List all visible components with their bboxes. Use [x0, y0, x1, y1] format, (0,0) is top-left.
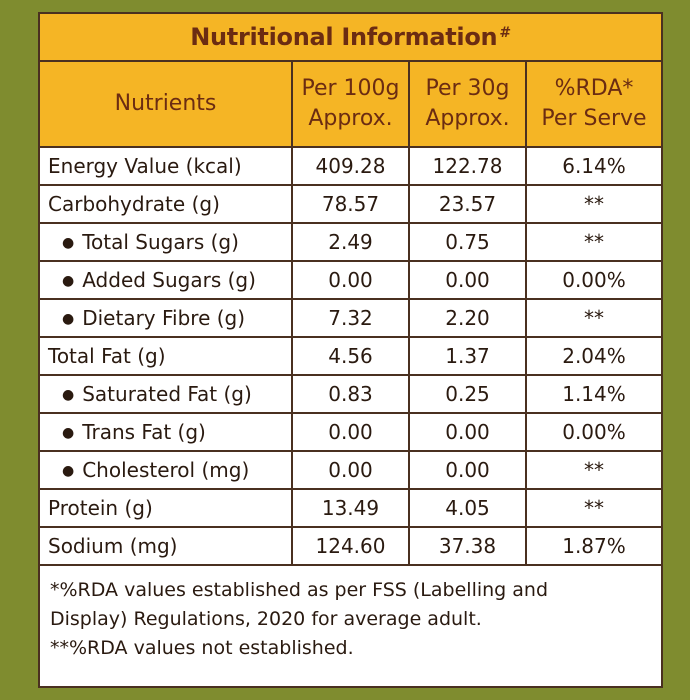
header-per-30g-line2: Approx. [425, 106, 510, 131]
header-per-30g-line1: Per 30g [425, 76, 510, 101]
bullet-icon: ● [62, 273, 75, 289]
table-row: ● Total Sugars (g) 2.49 0.75 ** [40, 222, 661, 262]
per-100g-value: 0.00 [291, 412, 410, 452]
header-per-30g: Per 30g Approx. [408, 62, 527, 148]
nutrient-name-cell: ● Cholesterol (mg) [40, 450, 293, 490]
per-100g-value: 4.56 [291, 336, 410, 376]
nutrient-name: Total Sugars (g) [82, 230, 239, 254]
table-row: ● Dietary Fibre (g) 7.32 2.20 ** [40, 298, 661, 338]
panel-title: Nutritional Information [190, 23, 498, 51]
rda-value: ** [525, 450, 661, 490]
nutrient-name: Carbohydrate (g) [48, 192, 220, 216]
footnote-line-3: **%RDA values not established. [50, 637, 354, 659]
per-100g-value: 0.00 [291, 260, 410, 300]
title-mark: # [499, 25, 511, 41]
table-row: Total Fat (g) 4.56 1.37 2.04% [40, 336, 661, 376]
per-30g-value: 4.05 [408, 488, 527, 528]
rda-value: 1.14% [525, 374, 661, 414]
bullet-icon: ● [62, 311, 75, 327]
rda-value: ** [525, 298, 661, 338]
table-row: ● Added Sugars (g) 0.00 0.00 0.00% [40, 260, 661, 300]
nutrient-name-cell: Total Fat (g) [40, 336, 293, 376]
header-per-100g-line2: Approx. [308, 106, 393, 131]
per-30g-value: 122.78 [408, 147, 527, 186]
per-30g-value: 1.37 [408, 336, 527, 376]
table-row: ● Cholesterol (mg) 0.00 0.00 ** [40, 450, 661, 490]
nutrient-name-cell: ● Saturated Fat (g) [40, 374, 293, 414]
header-per-100g: Per 100g Approx. [291, 62, 410, 148]
title-bar: Nutritional Information # [40, 14, 661, 62]
header-rda-line1: %RDA* [554, 76, 634, 101]
footnotes: *%RDA values established as per FSS (Lab… [40, 566, 661, 663]
per-100g-value: 7.32 [291, 298, 410, 338]
bullet-icon: ● [62, 463, 75, 479]
per-100g-value: 2.49 [291, 222, 410, 262]
per-30g-value: 0.25 [408, 374, 527, 414]
header-row: Nutrients Per 100g Approx. Per 30g Appro… [40, 62, 661, 148]
per-100g-value: 0.00 [291, 450, 410, 490]
nutrition-panel: Nutritional Information # Nutrients Per 1… [38, 12, 663, 688]
per-100g-value: 78.57 [291, 184, 410, 224]
nutrient-name-cell: Energy Value (kcal) [40, 147, 293, 186]
nutrient-name-cell: ● Total Sugars (g) [40, 222, 293, 262]
bullet-icon: ● [62, 425, 75, 441]
rda-value: 6.14% [525, 147, 661, 186]
rda-value: ** [525, 222, 661, 262]
nutrition-table: Nutrients Per 100g Approx. Per 30g Appro… [40, 62, 661, 566]
per-100g-value: 0.83 [291, 374, 410, 414]
nutrient-name-cell: ● Added Sugars (g) [40, 260, 293, 300]
rda-value: 0.00% [525, 412, 661, 452]
per-30g-value: 0.00 [408, 450, 527, 490]
nutrient-name: Total Fat (g) [48, 344, 166, 368]
nutrient-name: Energy Value (kcal) [48, 154, 242, 178]
nutrient-name: Saturated Fat (g) [82, 382, 252, 406]
per-100g-value: 409.28 [291, 147, 410, 186]
nutrient-name: Dietary Fibre (g) [82, 306, 246, 330]
rda-value: ** [525, 488, 661, 528]
per-30g-value: 0.00 [408, 412, 527, 452]
rda-value: 0.00% [525, 260, 661, 300]
table-row: ● Saturated Fat (g) 0.83 0.25 1.14% [40, 374, 661, 414]
nutrient-name: Protein (g) [48, 496, 153, 520]
table-row: Carbohydrate (g) 78.57 23.57 ** [40, 184, 661, 224]
nutrient-name-cell: ● Dietary Fibre (g) [40, 298, 293, 338]
footnote-line-2: Display) Regulations, 2020 for average a… [50, 608, 482, 630]
bullet-icon: ● [62, 387, 75, 403]
table-row: Energy Value (kcal) 409.28 122.78 6.14% [40, 147, 661, 186]
table-row: Protein (g) 13.49 4.05 ** [40, 488, 661, 528]
rda-value: 1.87% [525, 526, 661, 566]
per-30g-value: 2.20 [408, 298, 527, 338]
nutrient-name-cell: Protein (g) [40, 488, 293, 528]
header-rda-line2: Per Serve [541, 106, 647, 131]
table-row: Sodium (mg) 124.60 37.38 1.87% [40, 526, 661, 566]
per-30g-value: 23.57 [408, 184, 527, 224]
header-per-100g-line1: Per 100g [301, 76, 400, 101]
table-row: ● Trans Fat (g) 0.00 0.00 0.00% [40, 412, 661, 452]
per-30g-value: 0.75 [408, 222, 527, 262]
nutrient-name-cell: Carbohydrate (g) [40, 184, 293, 224]
footnote-line-1: *%RDA values established as per FSS (Lab… [50, 579, 549, 601]
nutrient-name: Added Sugars (g) [82, 268, 256, 292]
table-body: Energy Value (kcal) 409.28 122.78 6.14% Carb… [40, 147, 661, 566]
per-100g-value: 124.60 [291, 526, 410, 566]
rda-value: ** [525, 184, 661, 224]
per-100g-value: 13.49 [291, 488, 410, 528]
header-rda: %RDA* Per Serve [525, 62, 661, 148]
nutrient-name-cell: Sodium (mg) [40, 526, 293, 566]
header-nutrients: Nutrients [40, 62, 293, 148]
nutrient-name-cell: ● Trans Fat (g) [40, 412, 293, 452]
nutrient-name: Cholesterol (mg) [82, 458, 250, 482]
per-30g-value: 37.38 [408, 526, 527, 566]
bullet-icon: ● [62, 235, 75, 251]
per-30g-value: 0.00 [408, 260, 527, 300]
rda-value: 2.04% [525, 336, 661, 376]
nutrient-name: Trans Fat (g) [82, 420, 206, 444]
nutrient-name: Sodium (mg) [48, 534, 178, 558]
